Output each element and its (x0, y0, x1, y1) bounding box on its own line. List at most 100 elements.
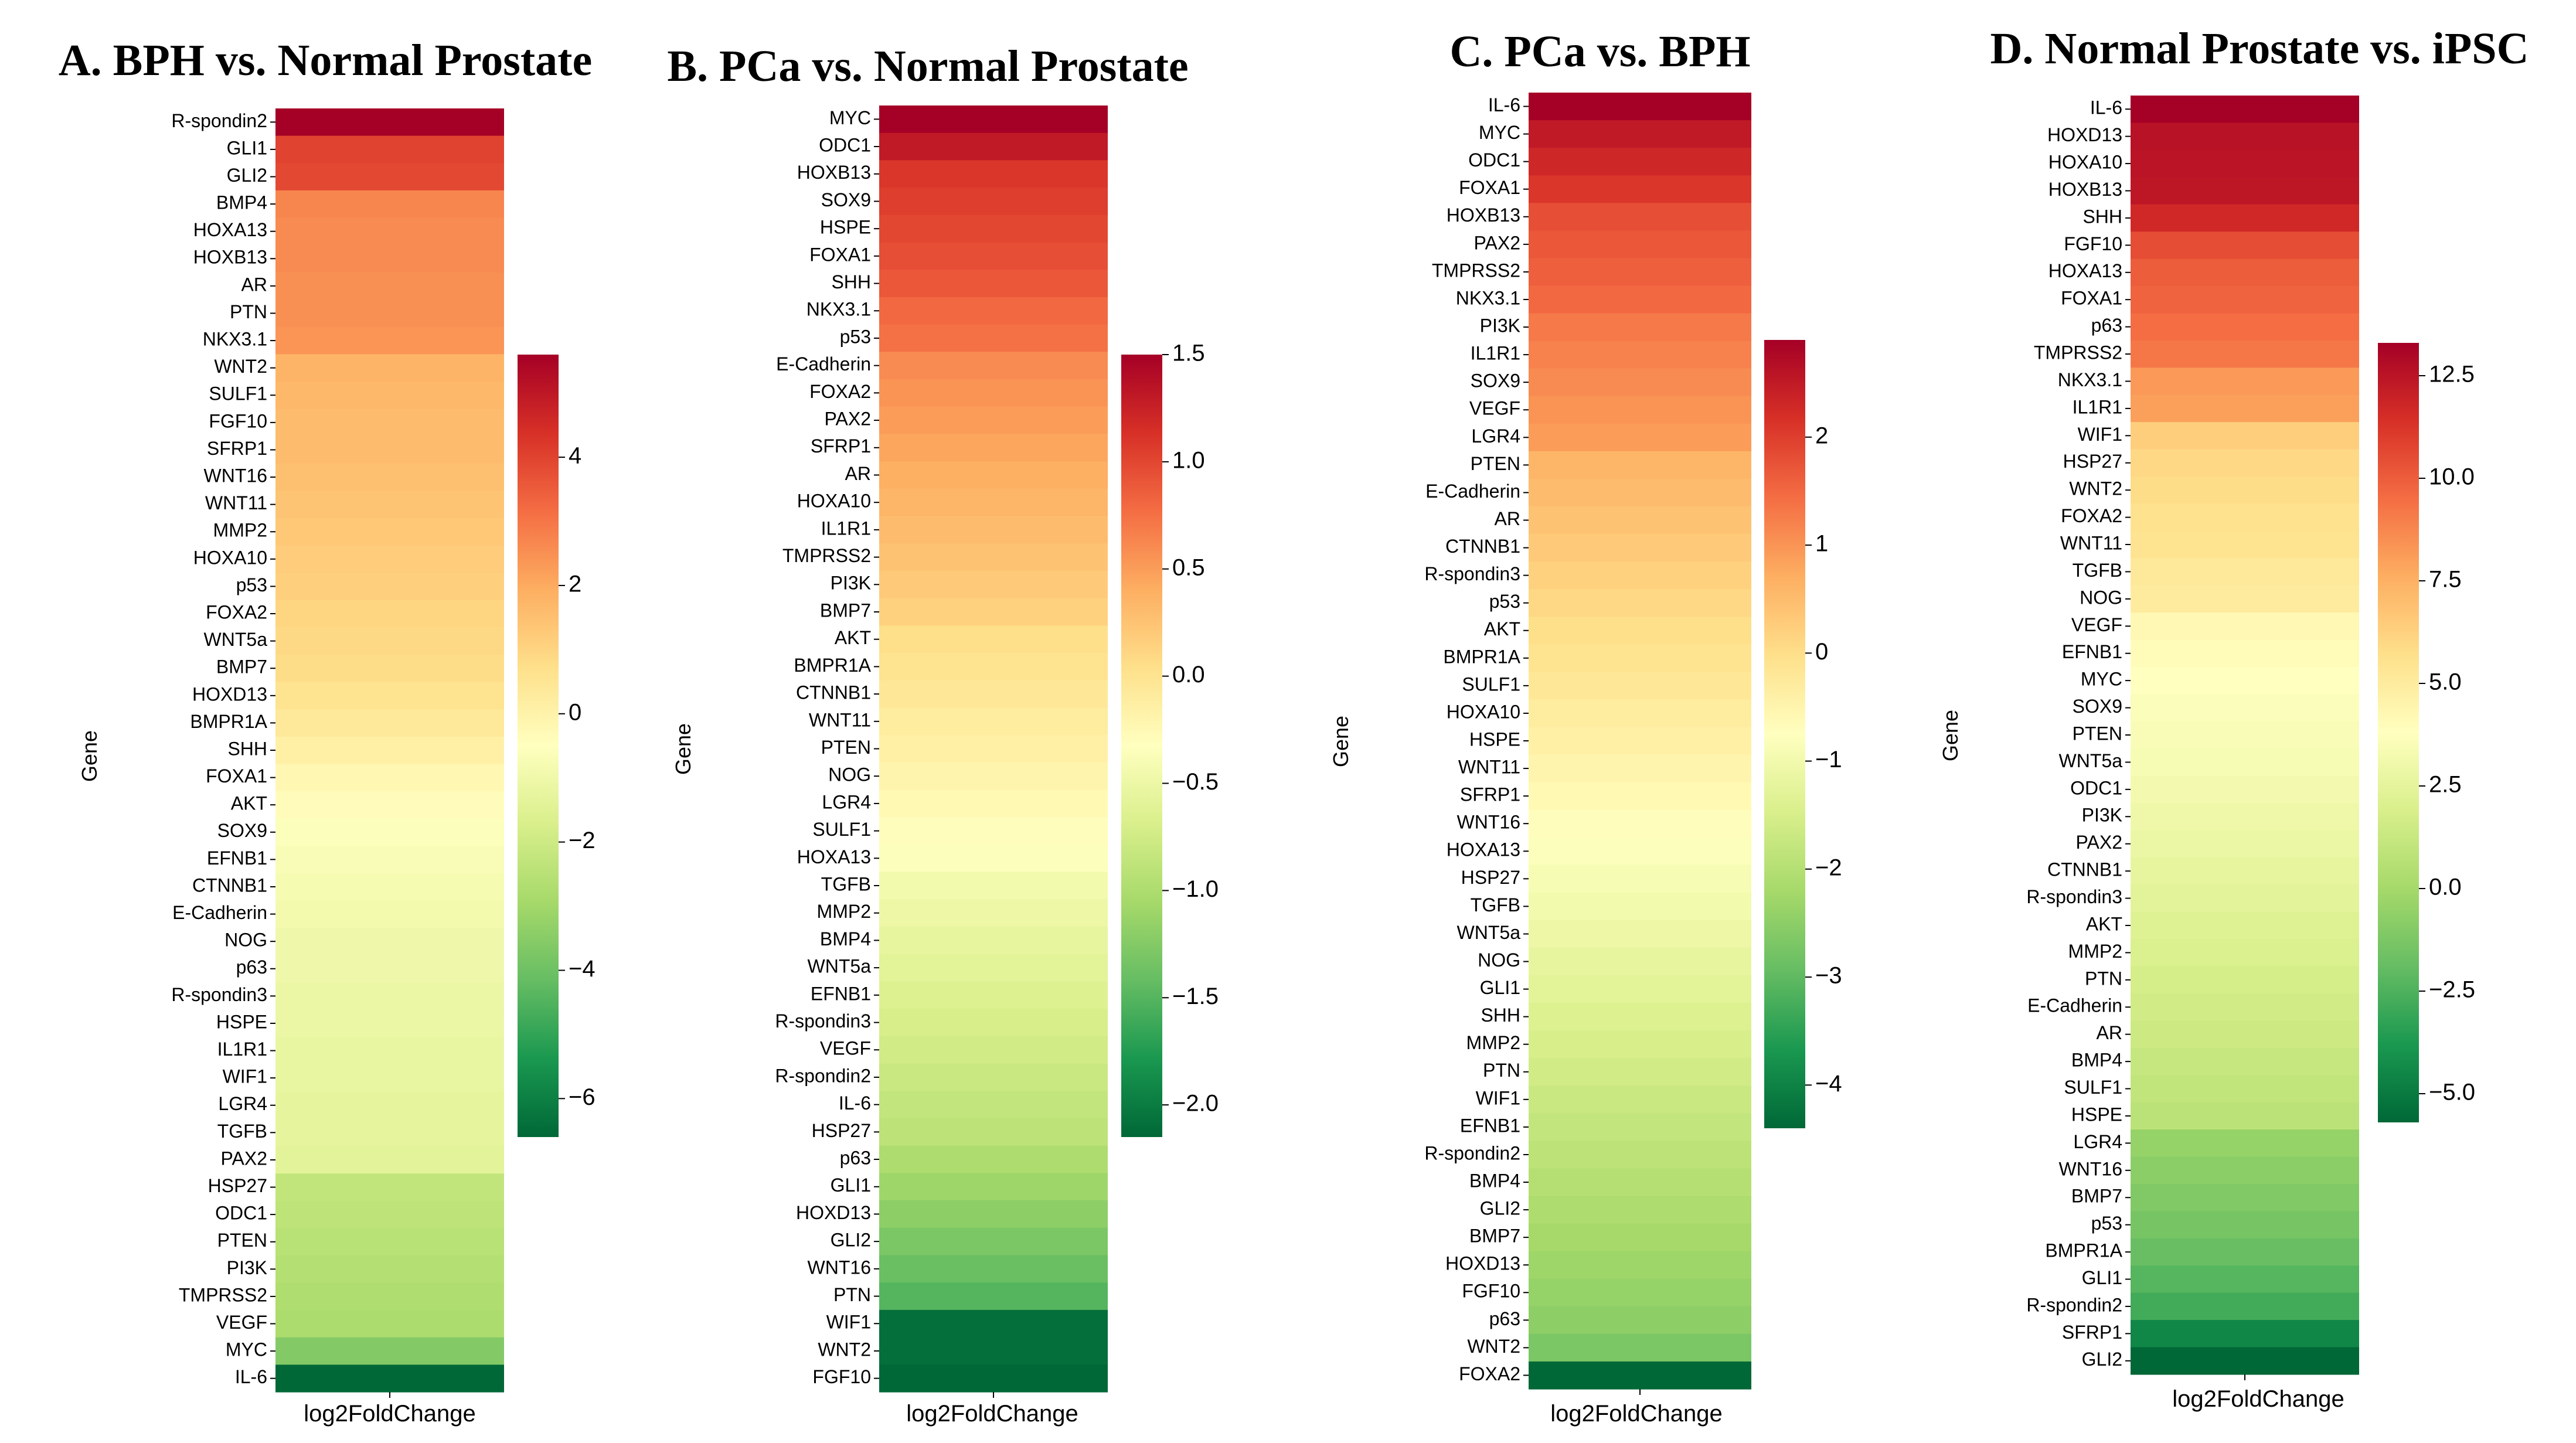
panel-d-colorbar-tick-label: −5.0 (2429, 1080, 2475, 1105)
panel-c-gene-label: FOXA1 (1459, 177, 1520, 198)
panel-c-gene-label: TMPRSS2 (1432, 260, 1520, 281)
panel-d-cell (2131, 694, 2359, 722)
panel-c-gene-label: PTEN (1471, 453, 1520, 474)
panel-a-colorbar-tick-label: 4 (569, 443, 581, 469)
panel-b-gene-label: SFRP1 (811, 435, 871, 457)
panel-c-gene-label: BMP7 (1469, 1226, 1520, 1247)
panel-b-gene-label: MMP2 (817, 901, 871, 922)
panel-a-gene-label: IL-6 (235, 1366, 267, 1387)
panel-a-cell (275, 818, 504, 846)
panel-d-cell (2131, 1292, 2359, 1321)
panel-c-cell (1529, 175, 1751, 203)
panel-b-cell (879, 270, 1108, 298)
panel-a-cell (275, 518, 504, 546)
panel-a-title: A. BPH vs. Normal Prostate (59, 36, 592, 85)
panel-d-cell (2131, 340, 2359, 368)
panel-c-gene-label: IL1R1 (1471, 343, 1520, 364)
panel-b-gene-label: LGR4 (822, 791, 871, 812)
panel-d-gene-label: TMPRSS2 (2034, 342, 2122, 363)
panel-d-gene-label: TGFB (2073, 560, 2122, 581)
panel-b-cell (879, 653, 1108, 681)
panel-d-cell (2131, 204, 2359, 232)
panel-c-cell (1529, 975, 1751, 1003)
panel-a-cell (275, 1337, 504, 1366)
panel-a-cell (275, 1064, 504, 1093)
panel-d-cell (2131, 993, 2359, 1022)
panel-d-cell (2131, 232, 2359, 260)
panel-d-gene-label: CTNNB1 (2047, 859, 2122, 880)
panel-c-cell (1529, 396, 1751, 424)
panel-b-cell (879, 735, 1108, 763)
panel-d-gene-label: WNT16 (2059, 1158, 2122, 1179)
panel-c-gene-label: WNT5a (1457, 922, 1521, 943)
panel-b-gene-labels: MYC ODC1 HOXB13 SOX9 HSPE FOXA1 SHH NKX3.1 p53 E-… (775, 107, 879, 1387)
panel-b-gene-label: p63 (840, 1147, 871, 1168)
panel-b-cell (879, 570, 1108, 599)
panel-a-gene-label: SULF1 (209, 383, 267, 404)
panel-a-colorbar-tick-label: −4 (569, 956, 595, 982)
panel-c-cell (1529, 1251, 1751, 1279)
panel-c-cell (1529, 1278, 1751, 1307)
panel-b-cell (879, 188, 1108, 216)
panel-d-cell (2131, 911, 2359, 940)
panel-a-gene-label: HOXD13 (192, 683, 267, 705)
panel-b-colorbar-tick-label: −2.0 (1172, 1091, 1219, 1117)
panel-b-cell (879, 105, 1108, 134)
panel-a-cell (275, 1146, 504, 1174)
panel-b-ylabel: Gene (671, 723, 695, 775)
panel-d-colorbar (2378, 343, 2419, 1122)
panel-b-cell (879, 1036, 1108, 1064)
panel-b-colorbar-tick-label: 0.0 (1172, 662, 1205, 688)
panel-b-cell (879, 352, 1108, 380)
panel-d-cell (2131, 857, 2359, 885)
panel-b-cell (879, 1282, 1108, 1311)
panel-c-colorbar-tick-label: −2 (1815, 855, 1842, 880)
panel-c-cell (1529, 809, 1751, 838)
panel-d-gene-label: PTN (2085, 968, 2122, 989)
panel-c-gene-label: FGF10 (1462, 1281, 1520, 1302)
panel-c-gene-label: HOXA13 (1447, 839, 1520, 860)
panel-a-gene-label: WNT11 (205, 492, 267, 513)
panel-a-cell (275, 217, 504, 246)
panel-a-gene-label: p63 (236, 957, 267, 978)
panel-c-gene-label: EFNB1 (1460, 1115, 1520, 1136)
panel-a-gene-label: E-Cadherin (172, 902, 267, 923)
panel-a-gene-label: WNT2 (214, 356, 267, 377)
panel-d-gene-label: BMPR1A (2045, 1240, 2122, 1261)
panel-b-cell (879, 1145, 1108, 1173)
panel-c-cell (1529, 865, 1751, 893)
panel-d-gene-label: MYC (2081, 669, 2122, 690)
panel-a-cell (275, 982, 504, 1010)
panel-b-gene-label: NOG (828, 764, 871, 785)
panel-d-gene-label: FGF10 (2064, 233, 2122, 254)
panel-b-cell (879, 954, 1108, 982)
panel-a-cell (275, 1009, 504, 1037)
panel-d-gene-label: NKX3.1 (2058, 369, 2122, 390)
panel-b-colorbar-ticks: 1.5 1.0 0.5 0.0 −0.5 −1.0 −1.5 −2.0 (1162, 341, 1219, 1117)
panel-b-cell (879, 1173, 1108, 1201)
panel-c-cell (1529, 203, 1751, 231)
panel-d: D. Normal Prostate vs. iPSC log2FoldChan… (1938, 24, 2529, 1412)
panel-b: B. PCa vs. Normal Prostate log2FoldChang… (667, 42, 1219, 1427)
panel-b-cell (879, 707, 1108, 736)
panel-a-colorbar-tick-label: −2 (569, 828, 595, 853)
panel-d-cell (2131, 1265, 2359, 1294)
panel-b-gene-label: E-Cadherin (776, 353, 871, 375)
panel-c-cell (1529, 423, 1751, 452)
panel-a-gene-label: FGF10 (209, 410, 267, 431)
panel-d-cell (2131, 830, 2359, 858)
panel-c-cell (1529, 93, 1751, 121)
panel-c-ylabel: Gene (1329, 716, 1353, 767)
panel-d-gene-label: WNT5a (2059, 750, 2123, 771)
panel-c-cell (1529, 451, 1751, 479)
panel-d-cell (2131, 585, 2359, 613)
panel-a-cell (275, 955, 504, 983)
panel-d-gene-label: NOG (2080, 587, 2122, 608)
panel-a-cell (275, 545, 504, 573)
panel-c-gene-label: SFRP1 (1460, 784, 1520, 805)
panel-d-cell (2131, 1156, 2359, 1185)
panel-d-gene-label: PTEN (2073, 723, 2122, 744)
panel-a-gene-label: PTN (230, 301, 267, 322)
panel-d-cell (2131, 558, 2359, 586)
panel-a-gene-label: CTNNB1 (192, 874, 267, 896)
